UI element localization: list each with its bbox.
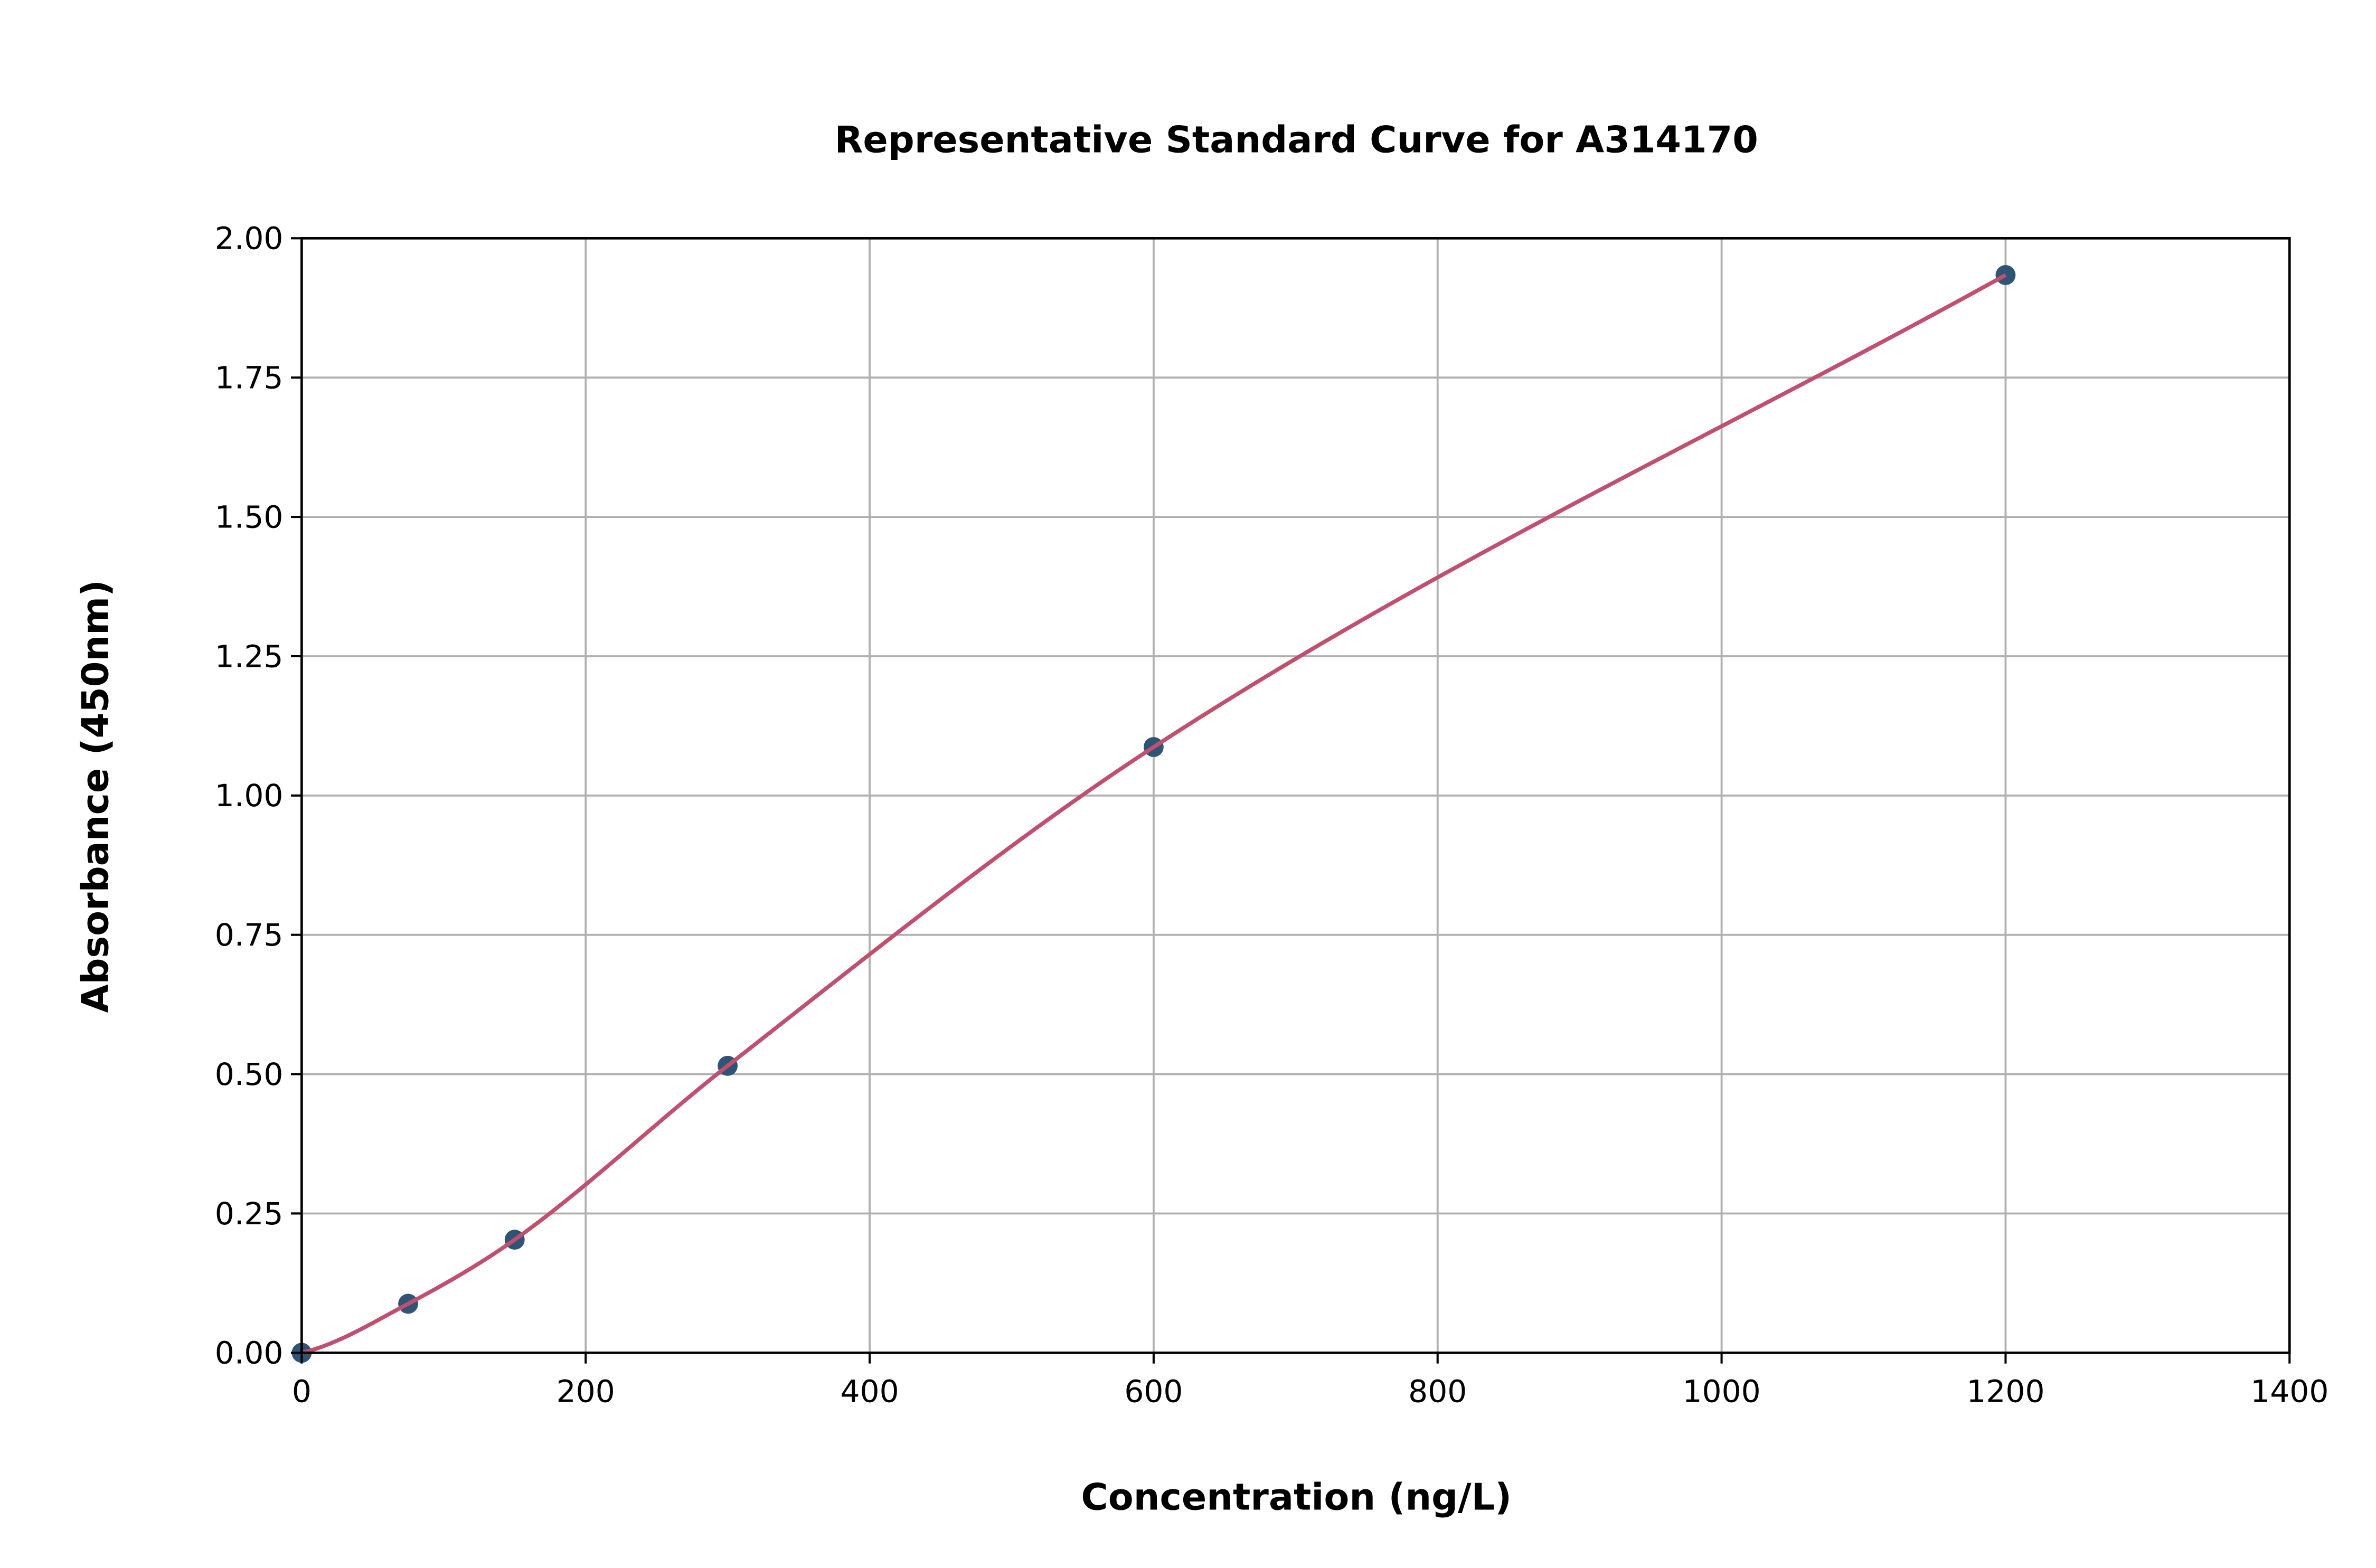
chart-title: Representative Standard Curve for A31417…	[835, 118, 1758, 161]
x-tick-label: 200	[557, 1374, 615, 1410]
x-tick-label: 800	[1408, 1374, 1467, 1410]
y-tick-label: 0.25	[215, 1196, 284, 1232]
x-tick-label: 400	[840, 1374, 899, 1410]
y-tick-label: 0.75	[215, 917, 284, 953]
x-axis-label: Concentration (ng/L)	[1081, 1476, 1512, 1518]
y-axis-ticks: 0.00 0.25 0.50 0.75 1.00 1.25 1.50 1.75 2.00	[215, 221, 302, 1371]
x-tick-label: 1200	[1966, 1374, 2044, 1410]
fit-curve-group	[301, 273, 2007, 1355]
fit-curve	[301, 273, 2007, 1355]
y-tick-label: 1.50	[215, 499, 284, 535]
x-tick-label: 1400	[2250, 1374, 2328, 1410]
x-tick-label: 0	[292, 1374, 312, 1410]
x-axis-ticks: 0 200 400 600 800 1000 1200 1400	[292, 1353, 2328, 1410]
y-tick-label: 1.00	[215, 778, 284, 814]
x-tick-label: 1000	[1683, 1374, 1761, 1410]
y-tick-label: 1.25	[215, 638, 284, 674]
plot-frame	[300, 237, 2291, 1354]
y-axis-label: Absorbance (450nm)	[74, 580, 117, 1013]
x-tick-label: 600	[1124, 1374, 1183, 1410]
y-tick-label: 0.00	[215, 1335, 284, 1371]
grid	[300, 237, 2291, 1354]
y-tick-label: 2.00	[215, 221, 284, 257]
y-tick-label: 0.50	[215, 1056, 284, 1092]
y-tick-label: 1.75	[215, 360, 284, 396]
